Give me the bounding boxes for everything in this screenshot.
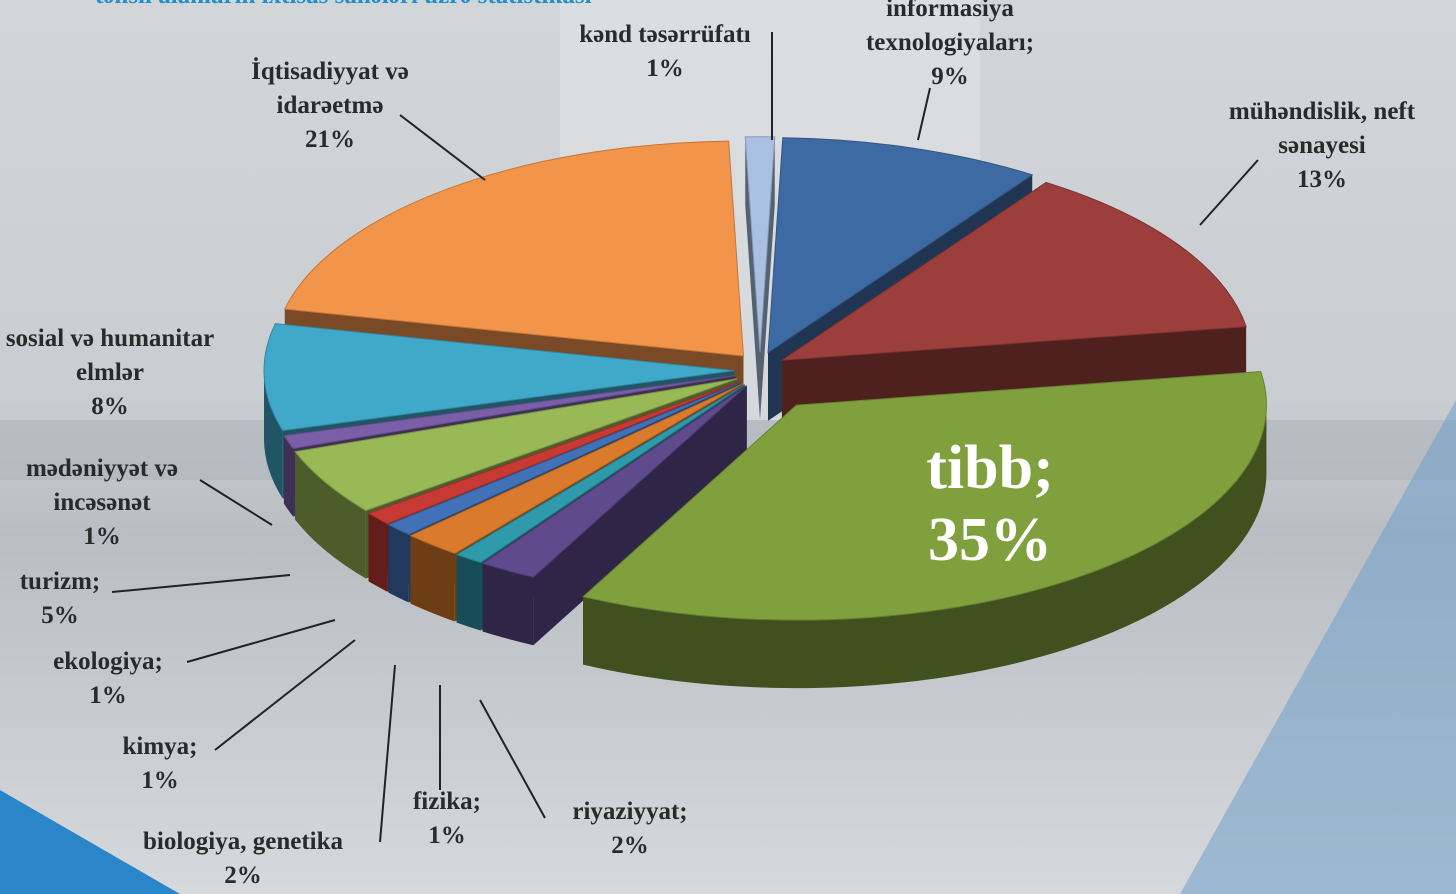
value-label: 9% [830,60,1070,94]
category-label: riyaziyyat; [550,795,710,829]
category-label: biologiya, genetika [113,825,373,859]
category-label: kənd təsərrüfatı [535,18,795,52]
slice-side [284,436,293,517]
value-label: 1% [392,819,502,853]
value-label: 2% [113,859,373,893]
category-label: mədəniyyət və incəsənət [0,452,207,520]
leader-line [187,620,335,662]
leader-line [215,640,355,750]
slice-side [369,513,388,591]
slice-label: fizika;1% [392,785,502,853]
slice-side [388,525,408,603]
category-label: tibb; [840,432,1140,504]
value-label: 1% [0,520,207,554]
page: təhsil alanların ixtisas sahələri üzrə s… [0,0,1456,894]
value-label: 13% [1197,163,1447,197]
category-label: fizika; [392,785,502,819]
value-label: 1% [535,52,795,86]
chart-title: təhsil alanların ixtisas sahələri üzrə s… [95,0,592,10]
value-label: 2% [550,829,710,863]
value-label: 5% [0,599,120,633]
leader-line [200,480,272,525]
slice-label: tibb;35% [840,432,1140,576]
category-label: informasiya texnologiyaları; [830,0,1070,60]
slice-label: kimya;1% [100,730,220,798]
slice-side [457,555,481,631]
category-label: mühəndislik, neft sənayesi [1197,95,1447,163]
value-label: 1% [28,679,188,713]
value-label: 8% [0,390,250,424]
category-label: ekologiya; [28,645,188,679]
category-label: kimya; [100,730,220,764]
category-label: İqtisadiyyat və idarəetmə [220,55,440,123]
value-label: 21% [220,123,440,157]
value-label: 35% [840,504,1140,576]
slice-label: informasiya texnologiyaları;9% [830,0,1070,94]
leader-line [918,88,930,140]
slice-label: riyaziyyat;2% [550,795,710,863]
category-label: sosial və humanitar elmlər [0,322,250,390]
slice-label: turizm;5% [0,565,120,633]
category-label: turizm; [0,565,120,599]
value-label: 1% [100,764,220,798]
slice-label: ekologiya;1% [28,645,188,713]
leader-line [112,575,290,592]
